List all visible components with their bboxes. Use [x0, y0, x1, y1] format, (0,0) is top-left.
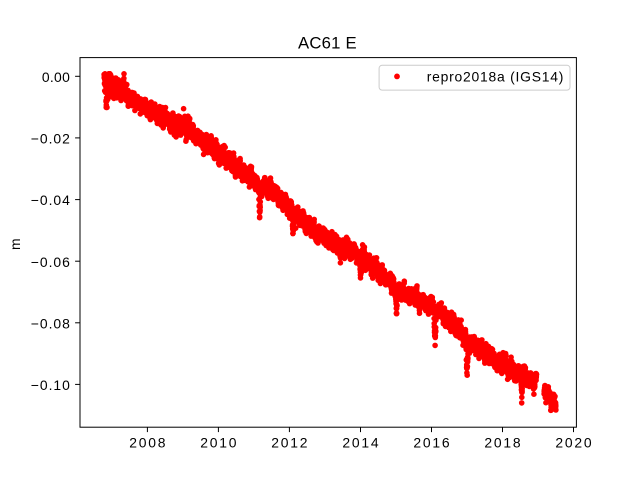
svg-text:m: m — [7, 238, 23, 250]
svg-text:0.00: 0.00 — [42, 69, 70, 85]
svg-text:repro2018a (IGS14): repro2018a (IGS14) — [427, 68, 564, 84]
svg-text:−0.06: −0.06 — [31, 254, 70, 270]
svg-text:2020: 2020 — [555, 435, 591, 451]
svg-text:2016: 2016 — [413, 435, 449, 451]
svg-text:2018: 2018 — [484, 435, 520, 451]
svg-text:2012: 2012 — [271, 435, 307, 451]
svg-text:2008: 2008 — [129, 435, 165, 451]
svg-text:−0.08: −0.08 — [31, 315, 70, 331]
svg-text:−0.10: −0.10 — [31, 377, 70, 393]
svg-text:−0.04: −0.04 — [31, 192, 70, 208]
svg-text:2010: 2010 — [200, 435, 236, 451]
svg-text:−0.02: −0.02 — [31, 131, 70, 147]
svg-text:AC61 E: AC61 E — [298, 34, 357, 53]
svg-text:2014: 2014 — [342, 435, 378, 451]
